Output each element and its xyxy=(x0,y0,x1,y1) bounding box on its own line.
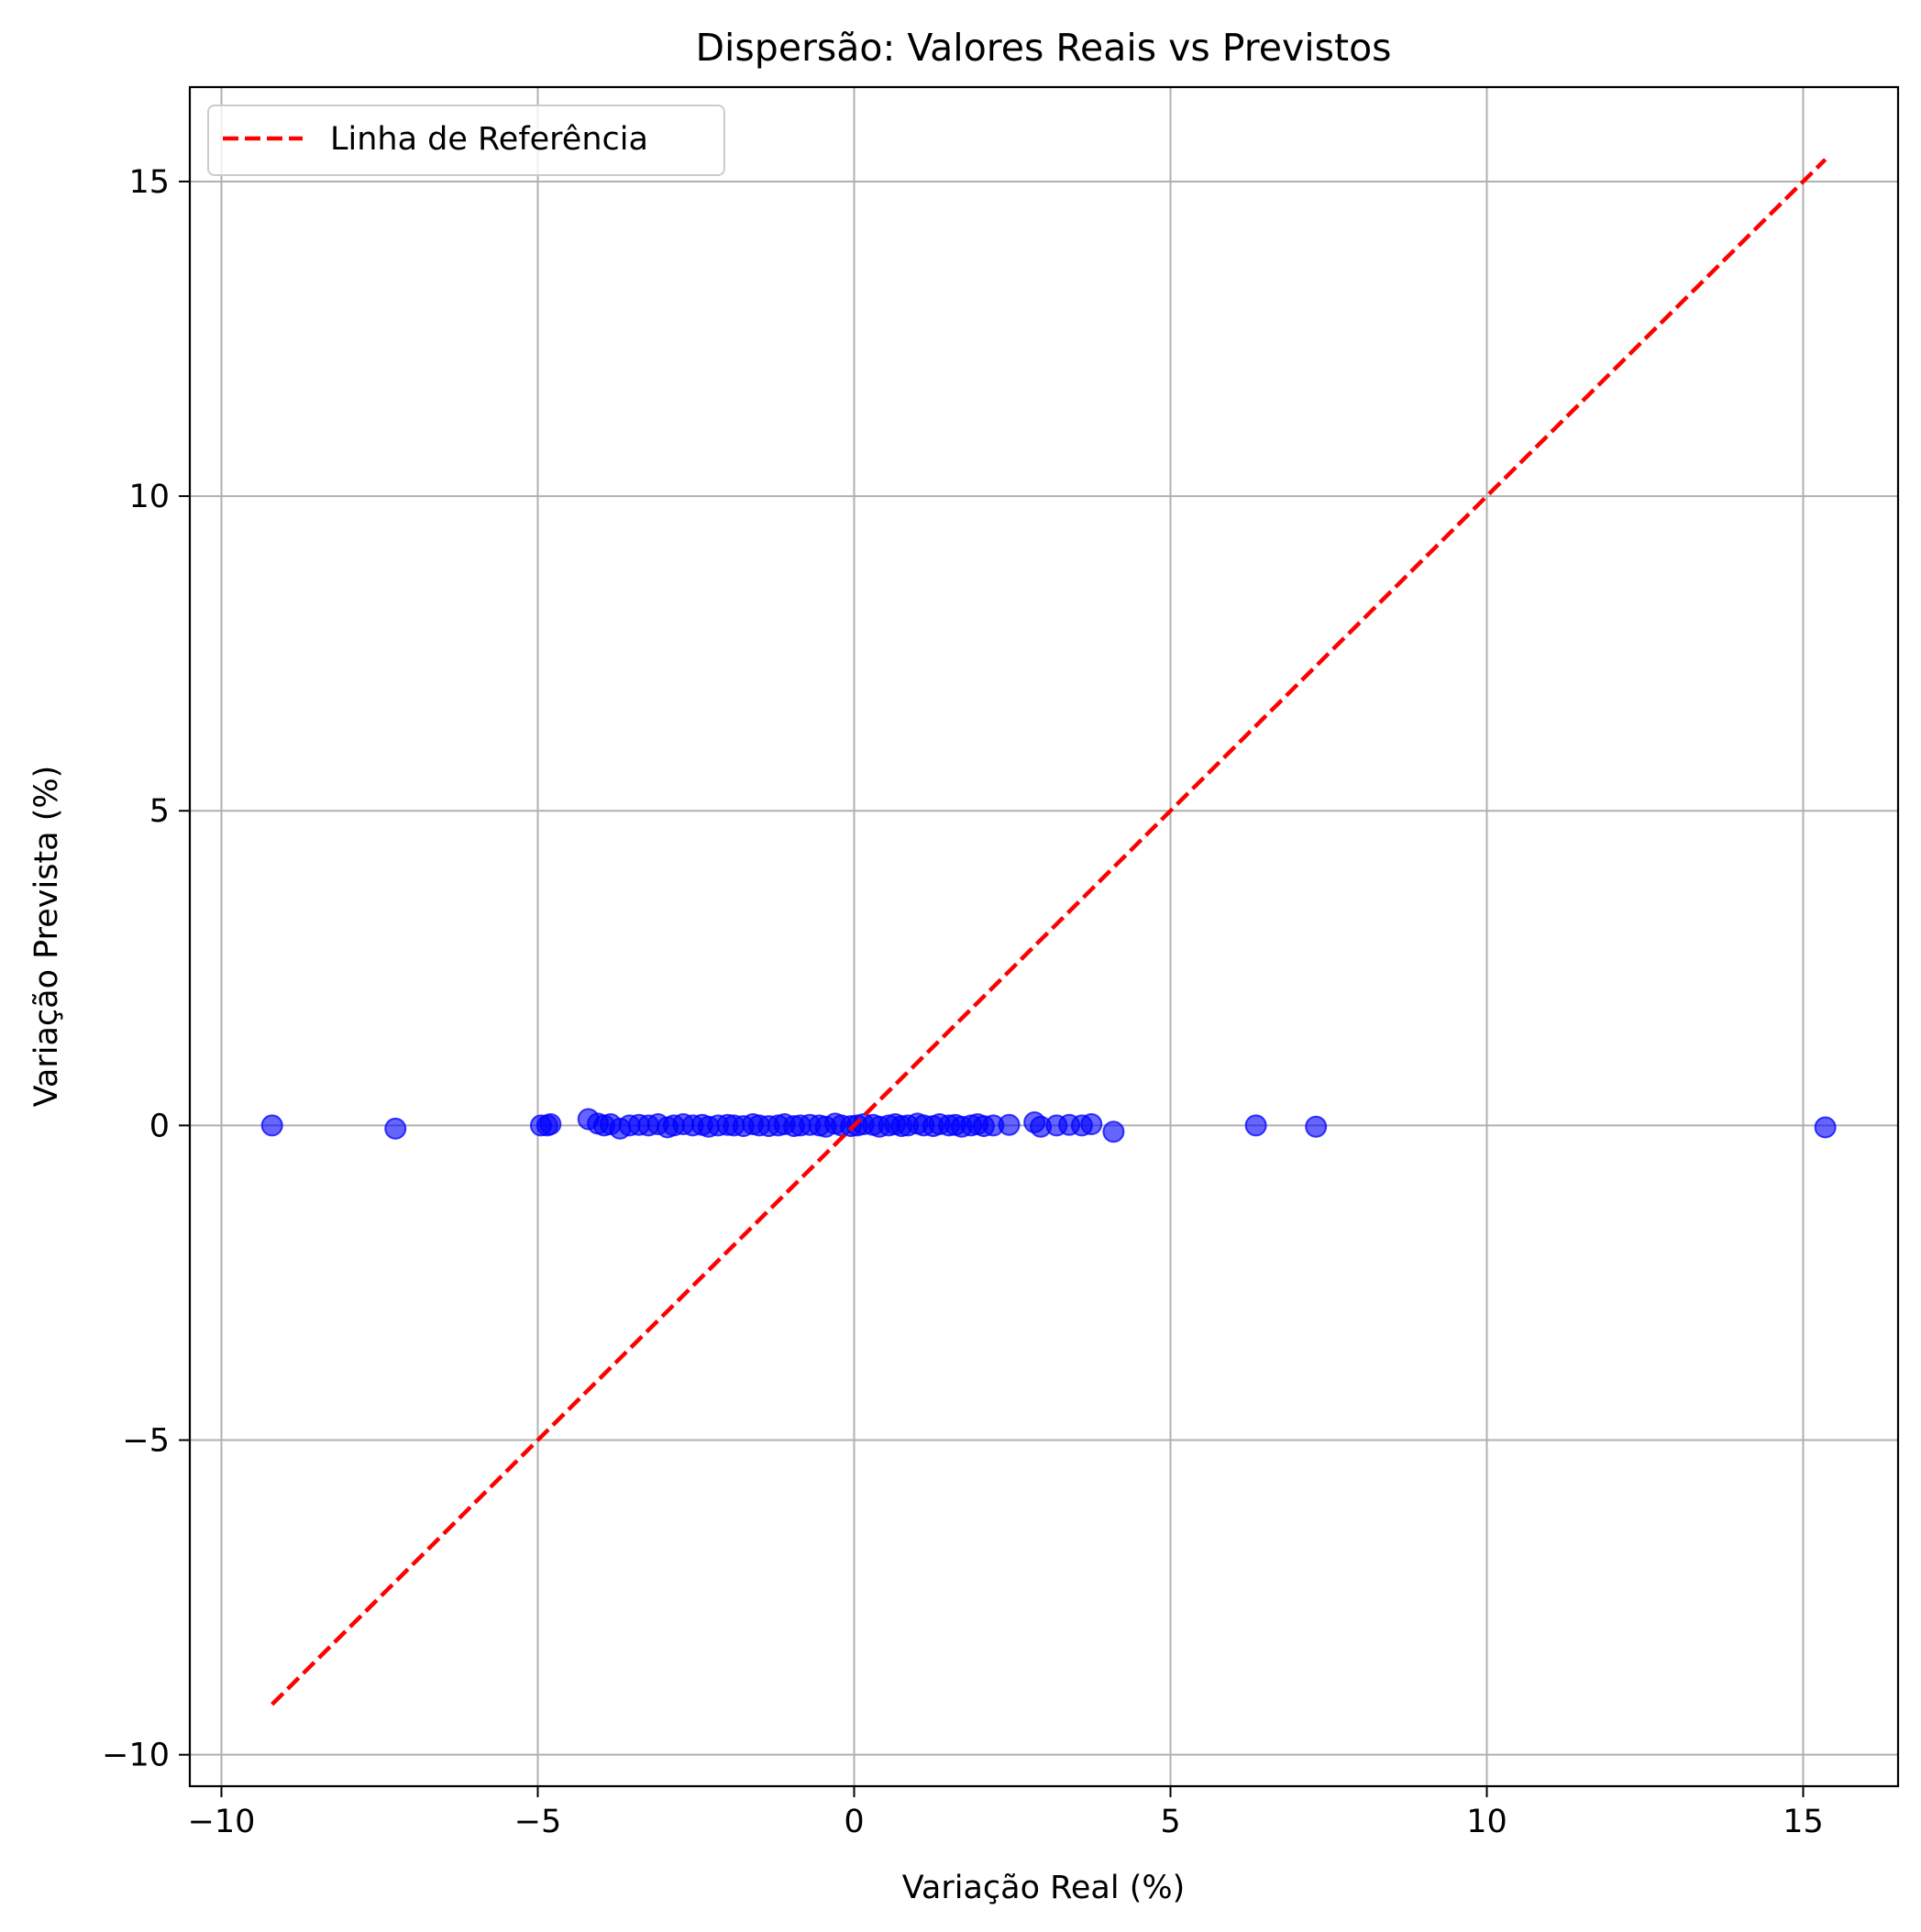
y-tick-label: 10 xyxy=(128,479,170,515)
x-tick-label: 15 xyxy=(1783,1804,1824,1840)
x-axis-ticks: −10 −5 0 5 10 15 xyxy=(188,1786,1824,1840)
y-tick-label: 5 xyxy=(149,793,170,830)
scatter-point xyxy=(260,1114,283,1137)
legend: Linha de Referência xyxy=(207,105,725,176)
x-tick-label: −5 xyxy=(514,1804,562,1840)
y-axis-label: Variação Prevista (%) xyxy=(28,766,65,1108)
x-tick-label: −10 xyxy=(188,1804,256,1840)
scatter-point xyxy=(384,1117,407,1140)
y-tick-label: −10 xyxy=(102,1738,170,1774)
x-tick-label: 10 xyxy=(1466,1804,1507,1840)
scatter-point xyxy=(1080,1113,1103,1136)
y-tick-label: 15 xyxy=(128,164,170,201)
y-tick-label: 0 xyxy=(149,1108,170,1144)
y-axis-ticks: −10 −5 0 5 10 15 xyxy=(102,164,190,1774)
scatter-point xyxy=(1814,1116,1837,1139)
x-tick-label: 0 xyxy=(844,1804,864,1840)
reference-line-layer xyxy=(270,158,1827,1706)
x-tick-label: 5 xyxy=(1160,1804,1180,1840)
reference-line xyxy=(270,158,1827,1706)
x-axis-label: Variação Real (%) xyxy=(902,1870,1186,1906)
scatter-point xyxy=(539,1113,562,1136)
legend-box xyxy=(207,105,725,176)
legend-label: Linha de Referência xyxy=(330,121,648,158)
plot-frame xyxy=(188,85,1900,1788)
chart-title: Dispersão: Valores Reais vs Previstos xyxy=(695,26,1391,70)
scatter-point xyxy=(1305,1115,1328,1138)
y-tick-label: −5 xyxy=(122,1423,170,1460)
scatter-point xyxy=(998,1113,1021,1136)
scatter-point xyxy=(1244,1114,1267,1137)
scatter-point xyxy=(1102,1121,1125,1143)
